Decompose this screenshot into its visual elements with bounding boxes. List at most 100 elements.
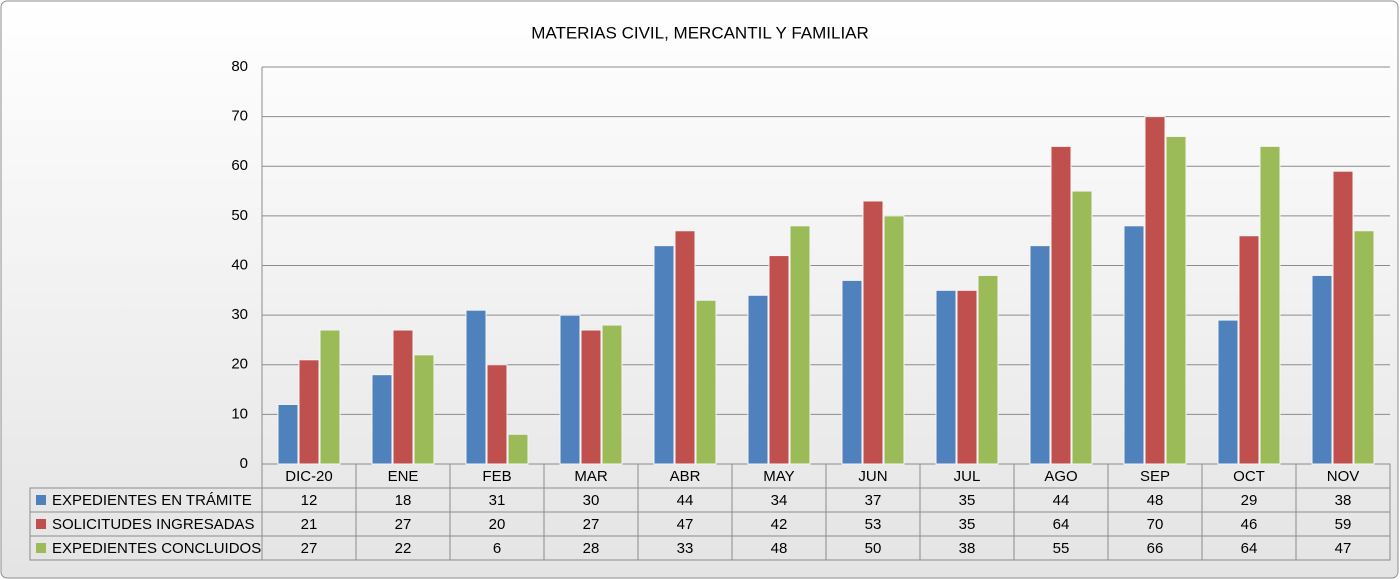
legend-swatch [36,519,46,529]
bar [841,279,863,465]
table-cell [1295,535,1391,561]
bar [653,245,675,465]
table-value: 21 [301,516,318,533]
x-tick-label: JUL [954,468,981,485]
bar [1071,190,1093,465]
y-tick-label: 50 [231,207,248,224]
bar [1050,145,1072,465]
bar [486,364,508,465]
bar [1311,274,1333,465]
bar [977,274,999,465]
legend-swatch [36,495,46,505]
table-value: 50 [865,540,882,557]
bar [956,289,978,465]
bar [1259,145,1281,465]
table-value: 48 [771,540,788,557]
y-tick-label: 10 [231,405,248,422]
table-value: 47 [1335,540,1352,557]
table-value: 46 [1241,516,1258,533]
bar [747,294,769,465]
bar [465,309,487,465]
y-tick-label: 0 [240,455,248,472]
table-value: 33 [677,540,694,557]
table-value: 27 [583,516,600,533]
table-value: 66 [1147,540,1164,557]
x-tick-label: FEB [482,468,511,485]
table-value: 31 [489,492,506,509]
table-value: 35 [959,516,976,533]
bar [319,329,341,465]
table-value: 42 [771,516,788,533]
bar [277,403,299,465]
bar [695,299,717,465]
y-tick-label: 20 [231,356,248,373]
table-value: 27 [395,516,412,533]
legend-label: EXPEDIENTES CONCLUIDOS [52,540,261,557]
table-value: 28 [583,540,600,557]
table-value: 59 [1335,516,1352,533]
table-value: 53 [865,516,882,533]
legend-label: EXPEDIENTES EN TRÁMITE [52,492,252,509]
bar [392,329,414,465]
table-value: 47 [677,516,694,533]
x-tick-label: MAY [763,468,794,485]
y-tick-label: 80 [231,58,248,75]
bar [601,324,623,465]
x-tick-label: ABR [670,468,701,485]
table-value: 35 [959,492,976,509]
bar [371,374,393,465]
table-value: 12 [301,492,318,509]
bar [768,255,790,465]
table-value: 6 [493,540,501,557]
y-tick-label: 60 [231,157,248,174]
table-value: 37 [865,492,882,509]
bar [1238,235,1260,465]
x-tick-label: DIC-20 [285,468,333,485]
bar [1165,135,1187,465]
bar [507,433,529,465]
y-tick-label: 40 [231,256,248,273]
table-value: 64 [1053,516,1070,533]
bar [1332,170,1354,465]
table-value: 27 [301,540,318,557]
table-value: 64 [1241,540,1258,557]
x-tick-label: MAR [574,468,608,485]
table-value: 70 [1147,516,1164,533]
bar [1029,245,1051,465]
bar [298,359,320,465]
bar [1123,225,1145,465]
x-tick-label: OCT [1233,468,1265,485]
x-tick-label: ENE [388,468,419,485]
legend-label: SOLICITUDES INGRESADAS [52,516,255,533]
bar [580,329,602,465]
bar [935,289,957,465]
bar [559,314,581,465]
y-tick-label: 70 [231,108,248,125]
x-tick-label: JUN [858,468,887,485]
table-value: 38 [1335,492,1352,509]
bar [674,230,696,465]
chart-title: MATERIAS CIVIL, MERCANTIL Y FAMILIAR [531,23,869,42]
bar [862,200,884,465]
x-tick-label: AGO [1044,468,1077,485]
table-value: 29 [1241,492,1258,509]
table-value: 30 [583,492,600,509]
table-value: 55 [1053,540,1070,557]
x-tick-label: NOV [1327,468,1360,485]
table-value: 20 [489,516,506,533]
table-value: 18 [395,492,412,509]
bar [1144,116,1166,465]
bar [413,354,435,465]
table-value: 22 [395,540,412,557]
x-tick-label: SEP [1140,468,1170,485]
table-value: 44 [677,492,694,509]
table-value: 38 [959,540,976,557]
table-cell [29,535,263,561]
bar [883,215,905,465]
table-value: 48 [1147,492,1164,509]
bar [1353,230,1375,465]
table-value: 34 [771,492,788,509]
table-value: 44 [1053,492,1070,509]
bar [789,225,811,465]
legend-swatch [36,543,46,553]
